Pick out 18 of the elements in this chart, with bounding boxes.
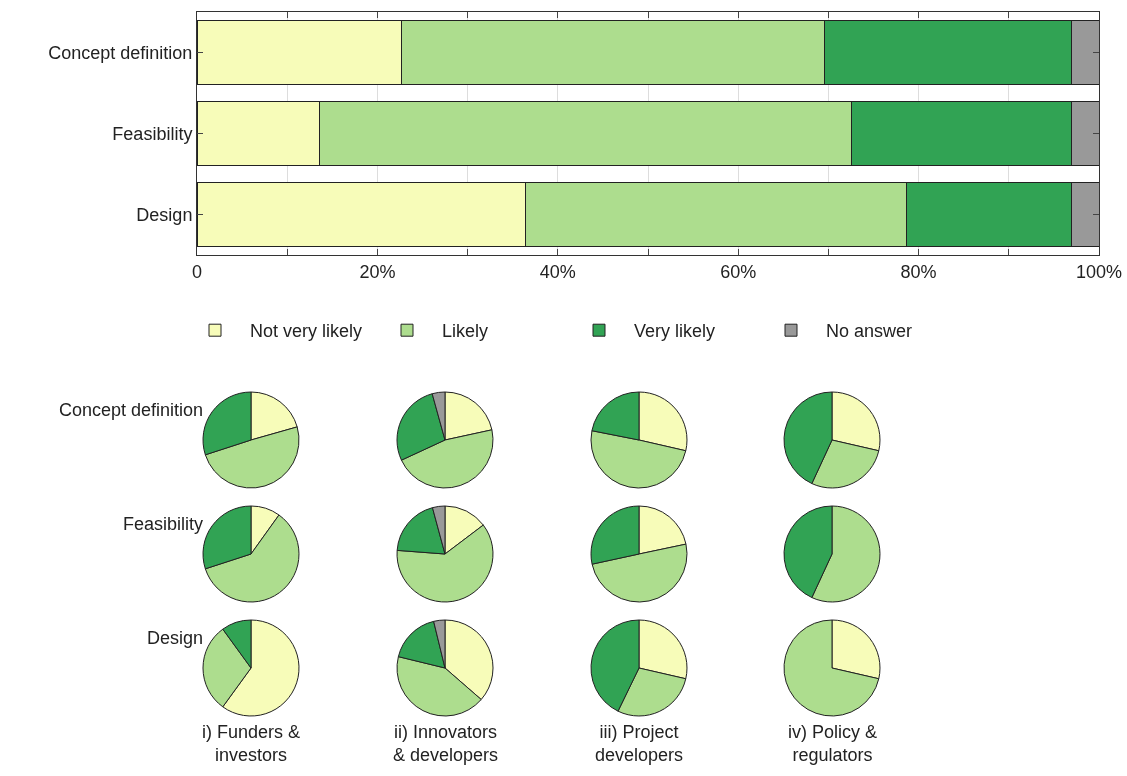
legend-label: Very likely [634,321,716,342]
x-tick-label: 40% [539,261,576,282]
text: ii) Innovators & developers [393,722,499,766]
legend-label: No answer [826,321,913,342]
x-tick-label: 60% [720,261,757,282]
pie-slice [783,619,880,717]
legend-label: Not very likely [250,321,363,342]
text: iii) Project developers [595,722,684,766]
x-tick-label: 20% [359,261,396,282]
x-tick-label: 80% [900,261,937,282]
text: i) Funders & investors [202,722,301,766]
text: iv) Policy & regulators [788,722,878,766]
y-tick-label: Feasibility [112,123,193,144]
x-tick-label: 100% [1075,261,1123,282]
y-tick-label: Design [136,204,193,225]
x-tick-label: 0 [191,261,203,282]
legend-label: Likely [442,321,489,342]
y-tick-label: Concept definition [48,42,193,63]
